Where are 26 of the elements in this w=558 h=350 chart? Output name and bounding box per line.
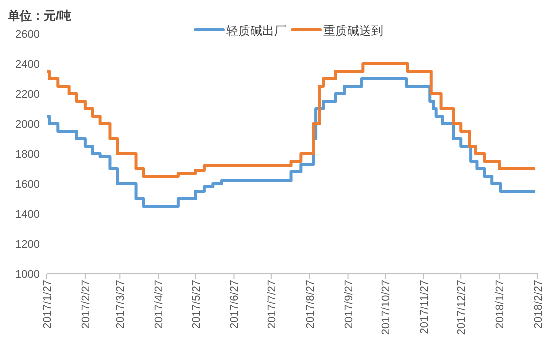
x-tick-label: 2017/8/27	[304, 280, 317, 329]
y-axis-title: 单位：元/吨	[7, 9, 72, 23]
y-tick-label: 1400	[16, 209, 40, 221]
x-tick-label: 2017/5/27	[190, 280, 203, 329]
y-tick-label: 2000	[16, 119, 40, 131]
y-tick-label: 1000	[16, 269, 40, 281]
x-tick-label: 2017/9/27	[343, 280, 356, 329]
y-tick-label: 2200	[16, 89, 40, 101]
legend-label: 轻质碱出厂	[226, 24, 286, 38]
x-tick-label: 2018/2/27	[533, 280, 545, 329]
y-tick-label: 1600	[16, 179, 40, 191]
x-tick-label: 2017/11/27	[418, 280, 431, 334]
y-tick-label: 1800	[16, 149, 40, 161]
x-tick-label: 2017/4/27	[154, 280, 166, 329]
y-tick-label: 1200	[16, 239, 40, 251]
y-tick-label: 2400	[16, 59, 40, 71]
legend-label: 重质碱送到	[324, 24, 384, 38]
y-tick-label: 2600	[16, 29, 40, 41]
x-tick-label: 2017/12/27	[456, 280, 468, 336]
x-tick-label: 2017/10/27	[380, 280, 392, 336]
x-tick-label: 2017/7/27	[266, 280, 278, 329]
x-tick-label: 2017/2/27	[80, 280, 92, 329]
x-tick-label: 2018/1/27	[494, 280, 507, 329]
x-tick-label: 2017/1/27	[42, 280, 54, 329]
x-tick-label: 2017/3/27	[115, 280, 128, 329]
x-tick-label: 2017/6/27	[229, 280, 242, 329]
